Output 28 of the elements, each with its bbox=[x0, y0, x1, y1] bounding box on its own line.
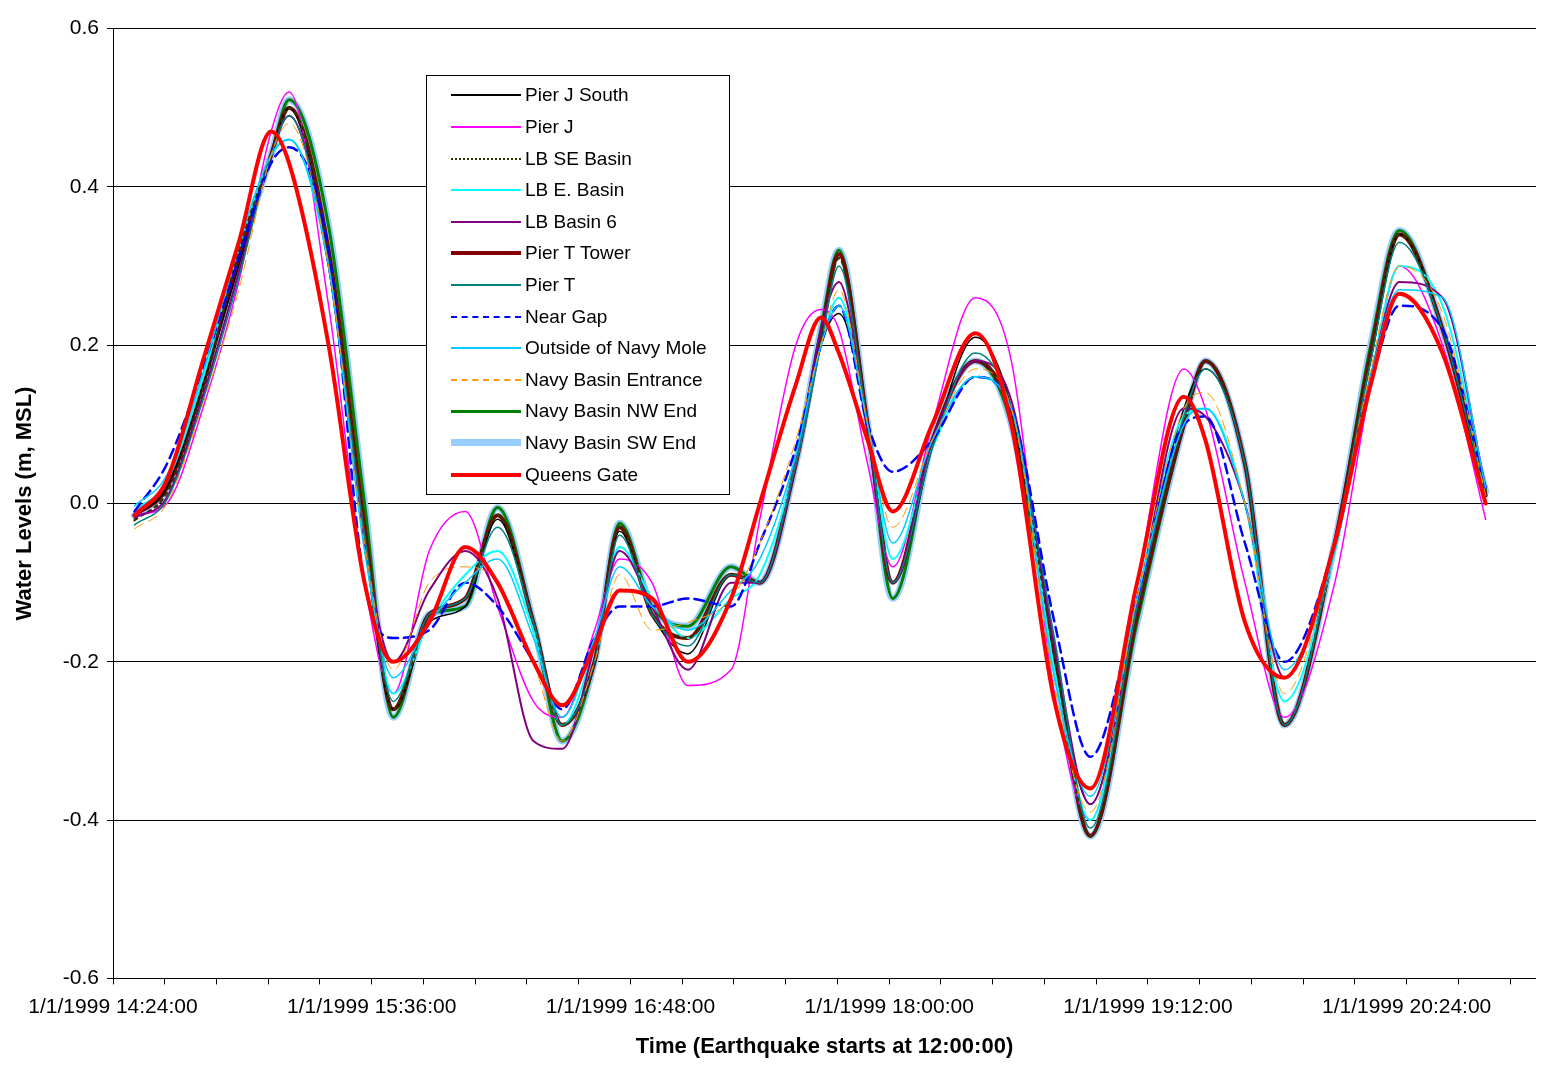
legend-label: Navy Basin NW End bbox=[525, 400, 698, 423]
legend-label: Pier J South bbox=[525, 84, 629, 107]
y-tick-label: 0.6 bbox=[69, 15, 99, 39]
x-tick-label: 1/1/1999 18:00:00 bbox=[804, 993, 974, 1017]
legend-label: Navy Basin SW End bbox=[525, 431, 697, 454]
legend-label: Pier T Tower bbox=[525, 242, 631, 265]
legend-label: Outside of Navy Mole bbox=[525, 337, 707, 360]
legend-label: LB SE Basin bbox=[525, 147, 632, 170]
y-axis-title: Water Levels (m, MSL) bbox=[11, 386, 37, 621]
x-tick-label: 1/1/1999 16:48:00 bbox=[545, 993, 716, 1017]
x-tick-label: 1/1/1999 14:24:00 bbox=[28, 993, 198, 1017]
y-tick-label: -0.2 bbox=[62, 648, 99, 672]
legend-label: LB E. Basin bbox=[525, 179, 625, 202]
x-tick-label: 1/1/1999 20:24:00 bbox=[1321, 993, 1492, 1017]
x-tick-label: 1/1/1999 19:12:00 bbox=[1063, 993, 1233, 1017]
y-tick-label: 0.0 bbox=[69, 490, 99, 514]
x-axis-title: Time (Earthquake starts at 12:00:00) bbox=[635, 1032, 1014, 1058]
legend-label: Queens Gate bbox=[525, 463, 639, 486]
legend-label: Pier J bbox=[525, 115, 574, 138]
y-tick-label: 0.4 bbox=[69, 173, 100, 197]
y-tick-label: -0.6 bbox=[62, 965, 99, 989]
x-tick-label: 1/1/1999 15:36:00 bbox=[287, 993, 457, 1017]
legend-label: Pier T bbox=[525, 273, 576, 296]
y-tick-label: -0.4 bbox=[62, 806, 100, 830]
legend-label: Navy Basin Entrance bbox=[525, 368, 703, 391]
legend-label: LB Basin 6 bbox=[525, 210, 617, 233]
legend-label: Near Gap bbox=[525, 305, 608, 328]
y-tick-label: 0.2 bbox=[69, 332, 99, 355]
